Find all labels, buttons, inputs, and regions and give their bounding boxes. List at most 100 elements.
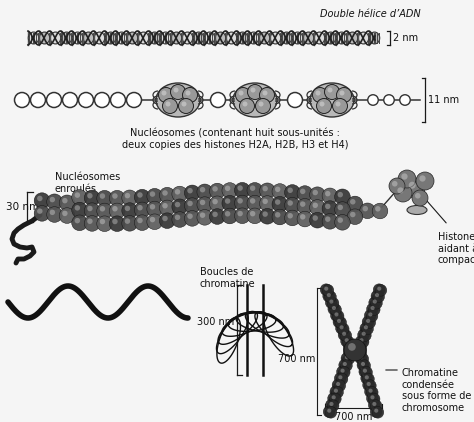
Circle shape [345,342,357,354]
Circle shape [337,375,341,379]
Circle shape [366,387,378,398]
Circle shape [367,382,371,386]
Circle shape [359,361,363,365]
Circle shape [366,392,378,404]
Circle shape [397,187,404,194]
Circle shape [297,211,313,227]
Text: 700 nm: 700 nm [278,354,315,365]
Circle shape [316,90,320,95]
Circle shape [212,186,218,192]
Circle shape [361,373,373,384]
Circle shape [84,216,100,231]
Circle shape [353,342,365,354]
Circle shape [340,330,352,341]
Circle shape [200,212,205,218]
Circle shape [259,183,275,199]
Circle shape [197,210,212,225]
Circle shape [259,196,275,211]
Circle shape [63,92,78,108]
Circle shape [225,211,230,216]
Circle shape [247,183,263,198]
Circle shape [343,342,355,354]
Circle shape [343,338,347,342]
Circle shape [345,355,349,360]
Circle shape [326,408,329,412]
Circle shape [212,199,218,204]
Circle shape [317,98,331,114]
Circle shape [365,380,376,392]
Circle shape [100,193,105,199]
Circle shape [373,291,384,303]
Ellipse shape [310,83,354,117]
Circle shape [384,95,394,105]
Circle shape [364,316,375,328]
Circle shape [325,291,337,303]
Circle shape [338,329,350,341]
Circle shape [371,298,383,309]
Circle shape [37,208,43,214]
Circle shape [338,375,342,379]
Circle shape [325,216,330,222]
Circle shape [238,90,244,95]
Circle shape [287,187,293,193]
Circle shape [368,312,373,316]
Circle shape [272,184,288,199]
Circle shape [348,343,356,351]
Circle shape [369,395,373,399]
Circle shape [310,200,325,215]
Circle shape [125,193,130,198]
Circle shape [184,211,200,226]
Circle shape [394,184,412,202]
Circle shape [357,345,361,349]
Circle shape [347,196,363,212]
Circle shape [255,98,271,114]
Ellipse shape [138,32,149,44]
Circle shape [62,211,68,216]
Circle shape [87,206,92,211]
Circle shape [346,344,349,348]
Circle shape [373,300,377,303]
Circle shape [347,349,351,353]
Circle shape [326,399,337,411]
Circle shape [137,205,143,211]
Circle shape [329,393,341,405]
Circle shape [287,213,293,219]
Circle shape [122,203,137,219]
Circle shape [398,170,416,188]
Circle shape [371,401,374,406]
Text: 30 nm: 30 nm [6,202,39,212]
Circle shape [187,214,193,219]
Circle shape [272,196,288,212]
Circle shape [100,206,105,211]
Circle shape [319,102,325,106]
Circle shape [333,316,345,328]
Circle shape [332,306,336,310]
Circle shape [350,199,356,205]
Circle shape [346,348,349,352]
Circle shape [366,303,378,315]
Circle shape [358,338,362,342]
Circle shape [359,330,371,341]
Circle shape [325,297,337,308]
Circle shape [210,183,225,199]
Circle shape [197,197,212,212]
Text: 300 nm: 300 nm [197,317,234,327]
Circle shape [389,178,405,194]
Ellipse shape [281,32,292,44]
Circle shape [337,366,348,378]
Circle shape [47,194,63,210]
Circle shape [359,360,371,371]
Circle shape [322,284,334,296]
Ellipse shape [105,32,116,44]
Circle shape [272,209,288,225]
Circle shape [335,318,339,322]
Circle shape [337,205,343,210]
Circle shape [200,200,205,205]
Circle shape [237,211,243,216]
Circle shape [59,195,75,211]
Circle shape [332,388,336,392]
Circle shape [368,393,380,405]
Ellipse shape [182,32,193,44]
Circle shape [343,336,354,348]
Circle shape [322,214,338,229]
